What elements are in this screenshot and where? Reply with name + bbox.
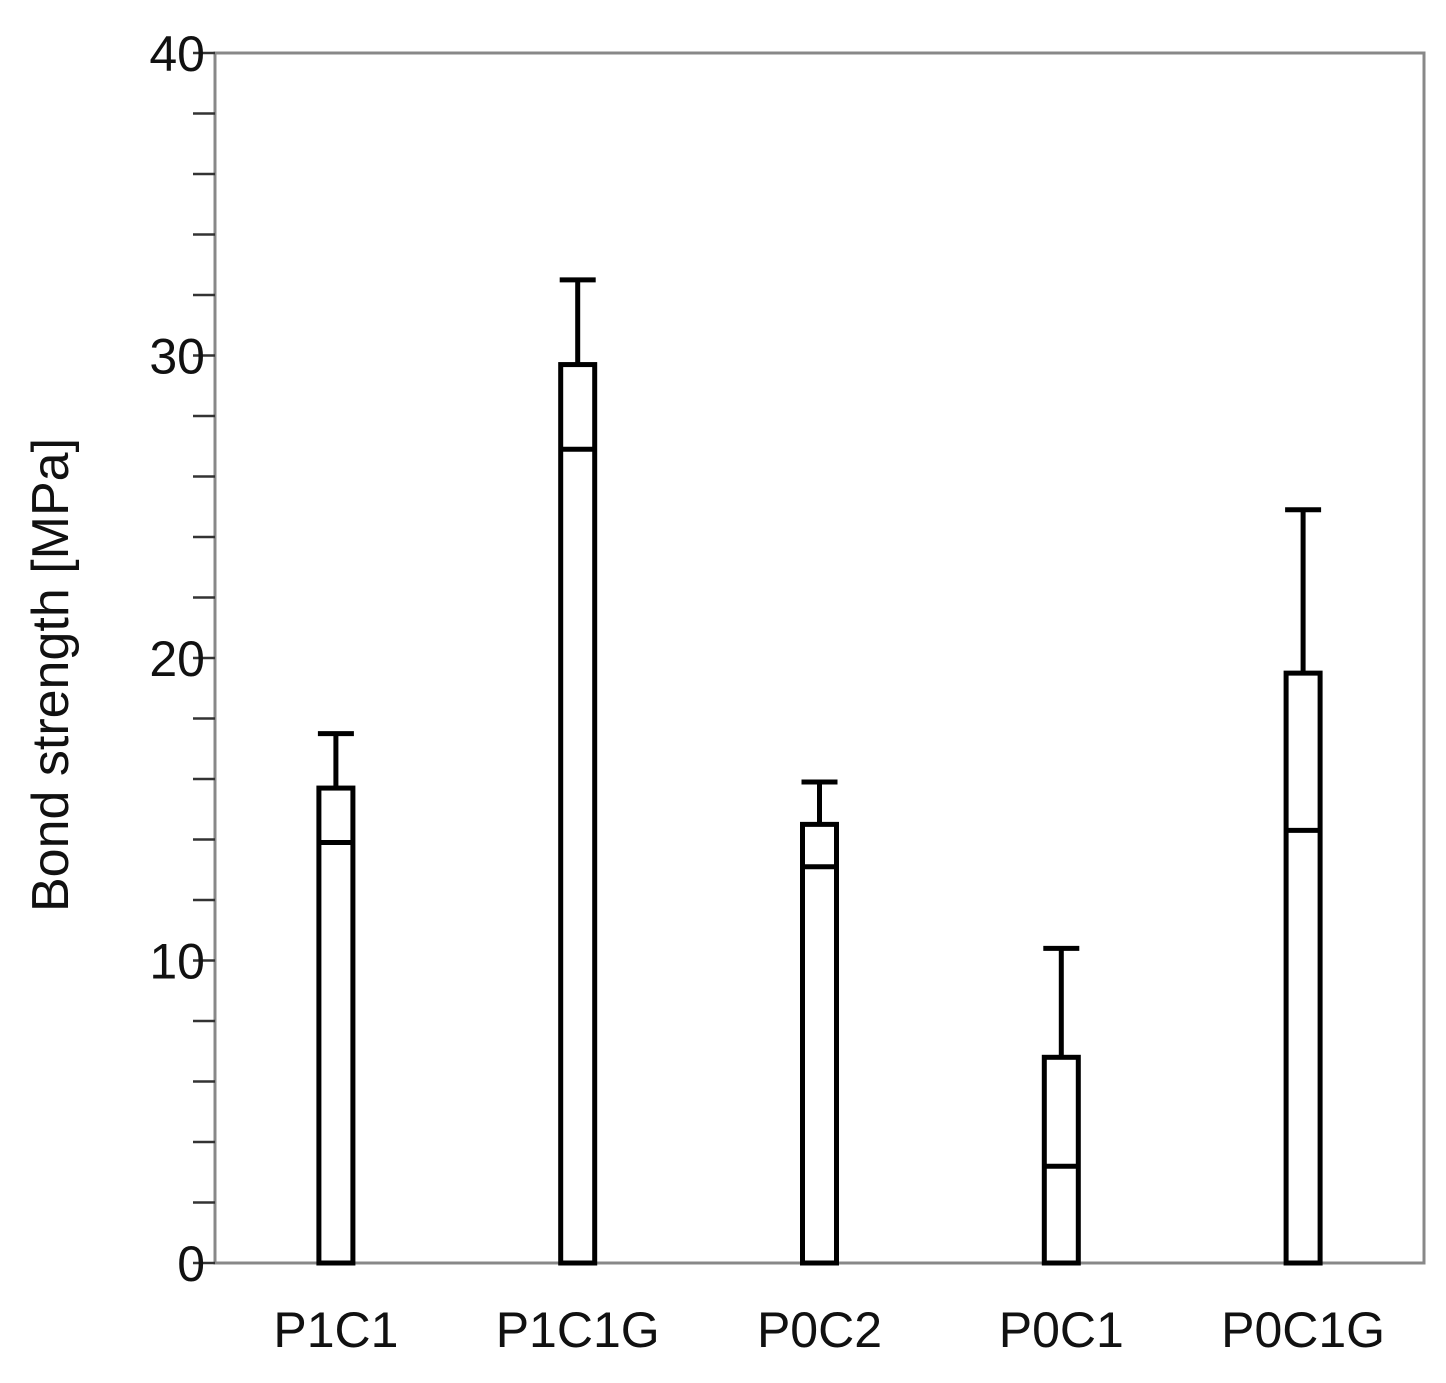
- x-tick-label-p0c1g: P0C1G: [1221, 1302, 1385, 1358]
- y-axis-label: Bond strength [MPa]: [22, 438, 80, 912]
- y-tick-label: 10: [149, 934, 205, 990]
- y-tick-label: 0: [177, 1236, 205, 1292]
- bar-p0c2: [800, 821, 839, 1266]
- bar-p0c1g: [1283, 670, 1323, 1266]
- x-tick-label-p0c1: P0C1: [999, 1302, 1124, 1358]
- y-axis-ticks: [193, 51, 215, 1265]
- error-bars: [317, 277, 1322, 1169]
- bar-p0c1: [1041, 1054, 1081, 1266]
- x-tick-label-p1c1g: P1C1G: [496, 1302, 660, 1358]
- y-tick-label: 20: [149, 631, 205, 687]
- x-tick-label-p1c1: P1C1: [273, 1302, 398, 1358]
- bar-p1c1g: [558, 362, 598, 1266]
- y-tick-label: 40: [149, 26, 205, 82]
- y-axis-tick-labels: 0 10 20 30 40: [149, 26, 205, 1292]
- bar-p1c1: [316, 785, 356, 1266]
- x-axis-tick-labels: P1C1 P1C1G P0C2 P0C1 P0C1G: [273, 1302, 1385, 1358]
- x-tick-label-p0c2: P0C2: [757, 1302, 882, 1358]
- y-tick-label: 30: [149, 329, 205, 385]
